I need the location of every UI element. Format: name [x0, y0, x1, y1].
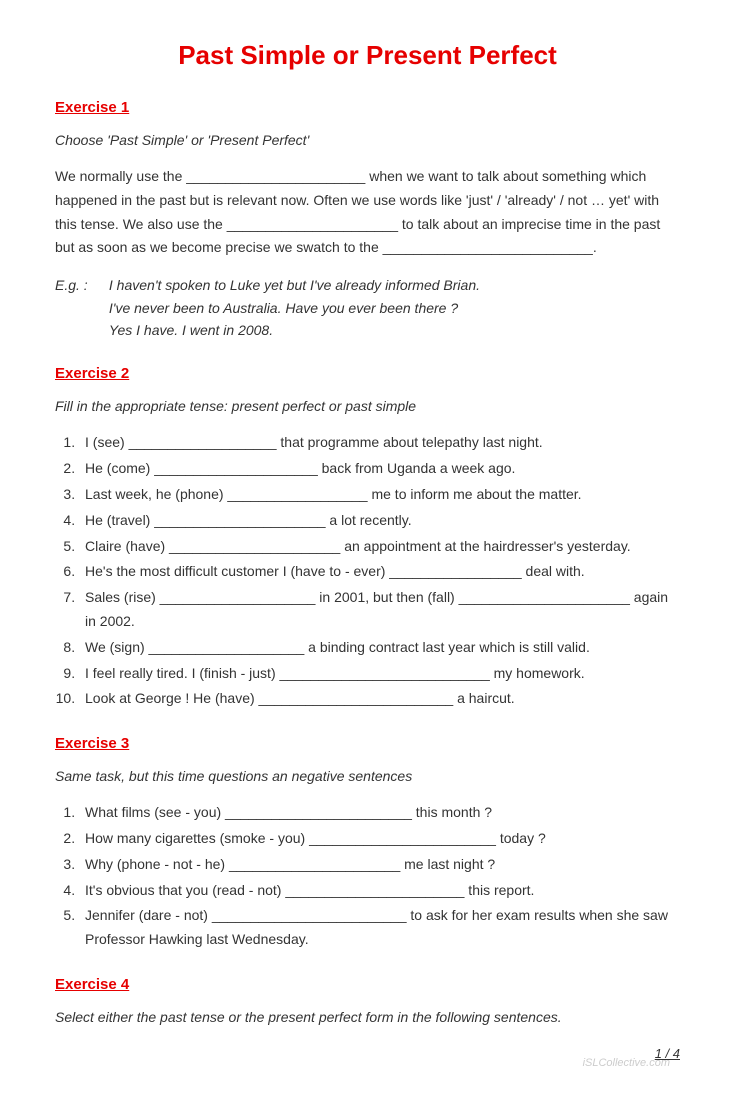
list-item: He's the most difficult customer I (have… — [79, 560, 680, 584]
list-item: Last week, he (phone) __________________… — [79, 483, 680, 507]
worksheet-page: Past Simple or Present Perfect Exercise … — [0, 0, 735, 1099]
list-item: He (travel) ______________________ a lot… — [79, 509, 680, 533]
page-title: Past Simple or Present Perfect — [55, 40, 680, 71]
exercise-3-heading: Exercise 3 — [55, 735, 680, 752]
exercise-1-body: We normally use the ____________________… — [55, 165, 680, 260]
list-item: It's obvious that you (read - not) _____… — [79, 879, 680, 903]
example-lines: I haven't spoken to Luke yet but I've al… — [109, 274, 480, 341]
example-line-3: Yes I have. I went in 2008. — [109, 322, 273, 338]
exercise-4-heading: Exercise 4 — [55, 976, 680, 993]
list-item: Look at George ! He (have) _____________… — [79, 687, 680, 711]
exercise-4-instruction: Select either the past tense or the pres… — [55, 1007, 680, 1028]
example-line-2: I've never been to Australia. Have you e… — [109, 300, 458, 316]
watermark: iSLCollective.com — [55, 1057, 680, 1069]
exercise-2-instruction: Fill in the appropriate tense: present p… — [55, 396, 680, 417]
list-item: How many cigarettes (smoke - you) ______… — [79, 827, 680, 851]
exercise-1-instruction: Choose 'Past Simple' or 'Present Perfect… — [55, 130, 680, 151]
exercise-2-heading: Exercise 2 — [55, 365, 680, 382]
list-item: Why (phone - not - he) _________________… — [79, 853, 680, 877]
exercise-2-list: I (see) ___________________ that program… — [55, 431, 680, 711]
exercise-3-instruction: Same task, but this time questions an ne… — [55, 766, 680, 787]
list-item: Claire (have) ______________________ an … — [79, 535, 680, 559]
list-item: Jennifer (dare - not) __________________… — [79, 904, 680, 952]
exercise-1-heading: Exercise 1 — [55, 99, 680, 116]
example-line-1: I haven't spoken to Luke yet but I've al… — [109, 277, 480, 293]
list-item: We (sign) ____________________ a binding… — [79, 636, 680, 660]
list-item: What films (see - you) _________________… — [79, 801, 680, 825]
list-item: He (come) _____________________ back fro… — [79, 457, 680, 481]
exercise-1-example: E.g. : I haven't spoken to Luke yet but … — [55, 274, 680, 341]
list-item: I (see) ___________________ that program… — [79, 431, 680, 455]
exercise-3-list: What films (see - you) _________________… — [55, 801, 680, 952]
list-item: I feel really tired. I (finish - just) _… — [79, 662, 680, 686]
example-label: E.g. : — [55, 274, 105, 296]
list-item: Sales (rise) ____________________ in 200… — [79, 586, 680, 634]
